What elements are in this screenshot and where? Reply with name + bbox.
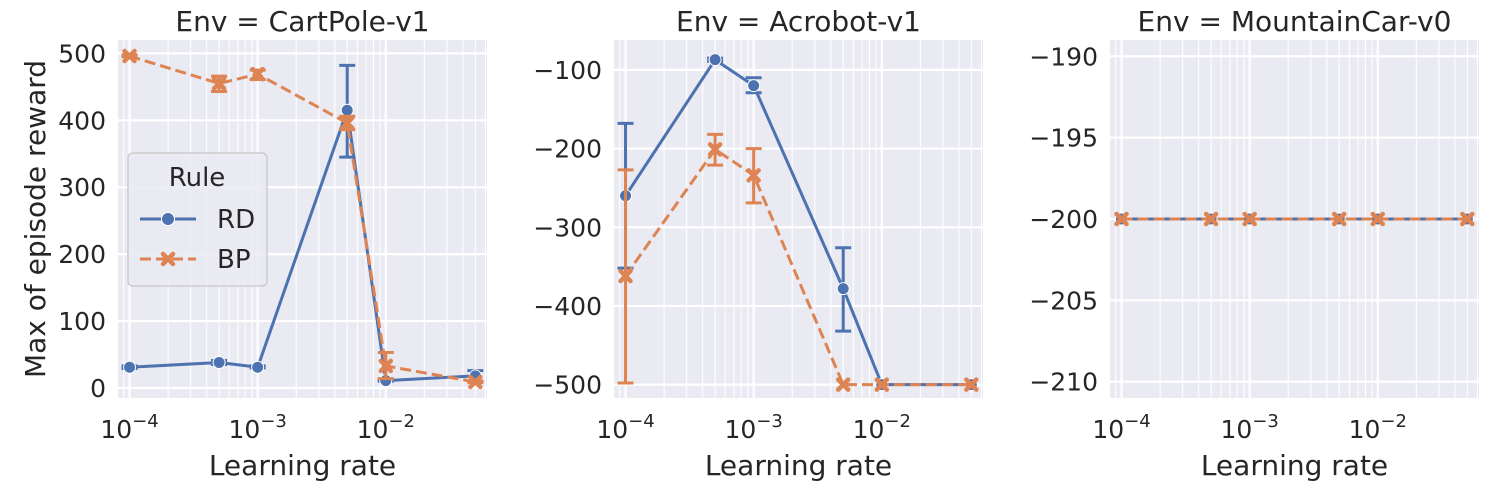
data-point [122, 48, 137, 64]
data-point [468, 374, 483, 390]
data-point [964, 377, 979, 392]
series-rd [617, 53, 978, 392]
y-tick-label: 100 [58, 307, 106, 336]
data-point [618, 268, 633, 284]
y-tick-label: −210 [1029, 368, 1098, 397]
legend-label: RD [217, 205, 255, 235]
data-point [1114, 211, 1129, 227]
legend: Rule RD BP [127, 152, 268, 287]
legend-item-rd: RD [140, 205, 255, 235]
data-point [707, 142, 723, 157]
y-tick-label: −205 [1029, 286, 1098, 315]
legend-marker [161, 212, 175, 226]
data-point [836, 282, 850, 296]
data-point [747, 79, 761, 93]
y-tick-label: 0 [90, 374, 106, 403]
data-point [340, 103, 354, 117]
x-tick-label: 10−4 [100, 411, 158, 444]
x-axis-label: Learning rate [209, 449, 396, 482]
data-point [746, 168, 761, 183]
x-tick-label: 10−2 [357, 411, 415, 444]
data-point [123, 360, 137, 374]
chart-title: Env = MountainCar-v0 [1138, 5, 1452, 38]
data-point [1370, 211, 1386, 227]
x-tick-label: 10−2 [853, 411, 911, 444]
chart-panel-1: 10−4 10−3 10−2 0 100 200 300 400 500 Env = CartPo… [58, 5, 487, 482]
data-point [250, 66, 265, 82]
x-tick-label: 10−3 [228, 411, 286, 444]
x-tick-label: 10−2 [1349, 411, 1407, 444]
series-line [129, 108, 476, 383]
data-point [1460, 211, 1475, 227]
data-point [835, 377, 851, 392]
data-point [339, 115, 355, 131]
x-tick-label: 10−4 [596, 411, 654, 444]
series-bp [121, 48, 484, 390]
chart-title: Env = CartPole-v1 [175, 5, 429, 38]
legend-title: Rule [169, 163, 226, 193]
series-line [129, 54, 476, 384]
legend-marker [160, 251, 176, 267]
y-tick-label: −195 [1029, 124, 1098, 153]
x-tick-label: 10−3 [1220, 411, 1278, 444]
series-line [624, 147, 972, 387]
data-point [708, 53, 722, 67]
x-tick-label: 10−4 [1092, 411, 1150, 444]
x-axis-label: Learning rate [705, 449, 892, 482]
data-point [378, 358, 394, 374]
data-point [211, 76, 227, 91]
y-tick-label: −200 [533, 135, 602, 164]
chart-title: Env = Acrobot-v1 [676, 5, 921, 38]
series-bp [617, 132, 979, 392]
series-bp [1114, 211, 1475, 227]
y-tick-label: −500 [533, 371, 602, 400]
y-axis-label: Max of episode reward [19, 60, 52, 378]
y-tick-label: 200 [58, 240, 106, 269]
data-point [212, 356, 226, 370]
legend-item-bp: BP [140, 245, 251, 275]
y-tick-label: 300 [58, 173, 106, 202]
y-tick-label: −400 [533, 292, 602, 321]
data-point [1203, 211, 1219, 227]
y-tick-label: −190 [1029, 42, 1098, 71]
x-axis-label: Learning rate [1201, 449, 1388, 482]
chart-panel-3: 10−4 10−3 10−2 −190 −195 −200 −205 −210 Env = Mo… [1029, 5, 1479, 482]
y-tick-label: 400 [58, 106, 106, 135]
plot-area [614, 40, 983, 398]
minor-gridlines [123, 40, 487, 398]
data-point [1242, 211, 1257, 227]
legend-label: BP [217, 245, 251, 275]
data-point [251, 360, 265, 374]
data-point [874, 377, 890, 392]
y-tick-label: 500 [58, 39, 106, 68]
y-tick-label: −100 [533, 56, 602, 85]
chart-panel-2: 10−4 10−3 10−2 −100 −200 −300 −400 −500 Env = Ac… [533, 5, 983, 482]
y-tick-label: −200 [1029, 205, 1098, 234]
data-point [1331, 211, 1347, 227]
y-tick-label: −300 [533, 213, 602, 242]
x-tick-label: 10−3 [724, 411, 782, 444]
